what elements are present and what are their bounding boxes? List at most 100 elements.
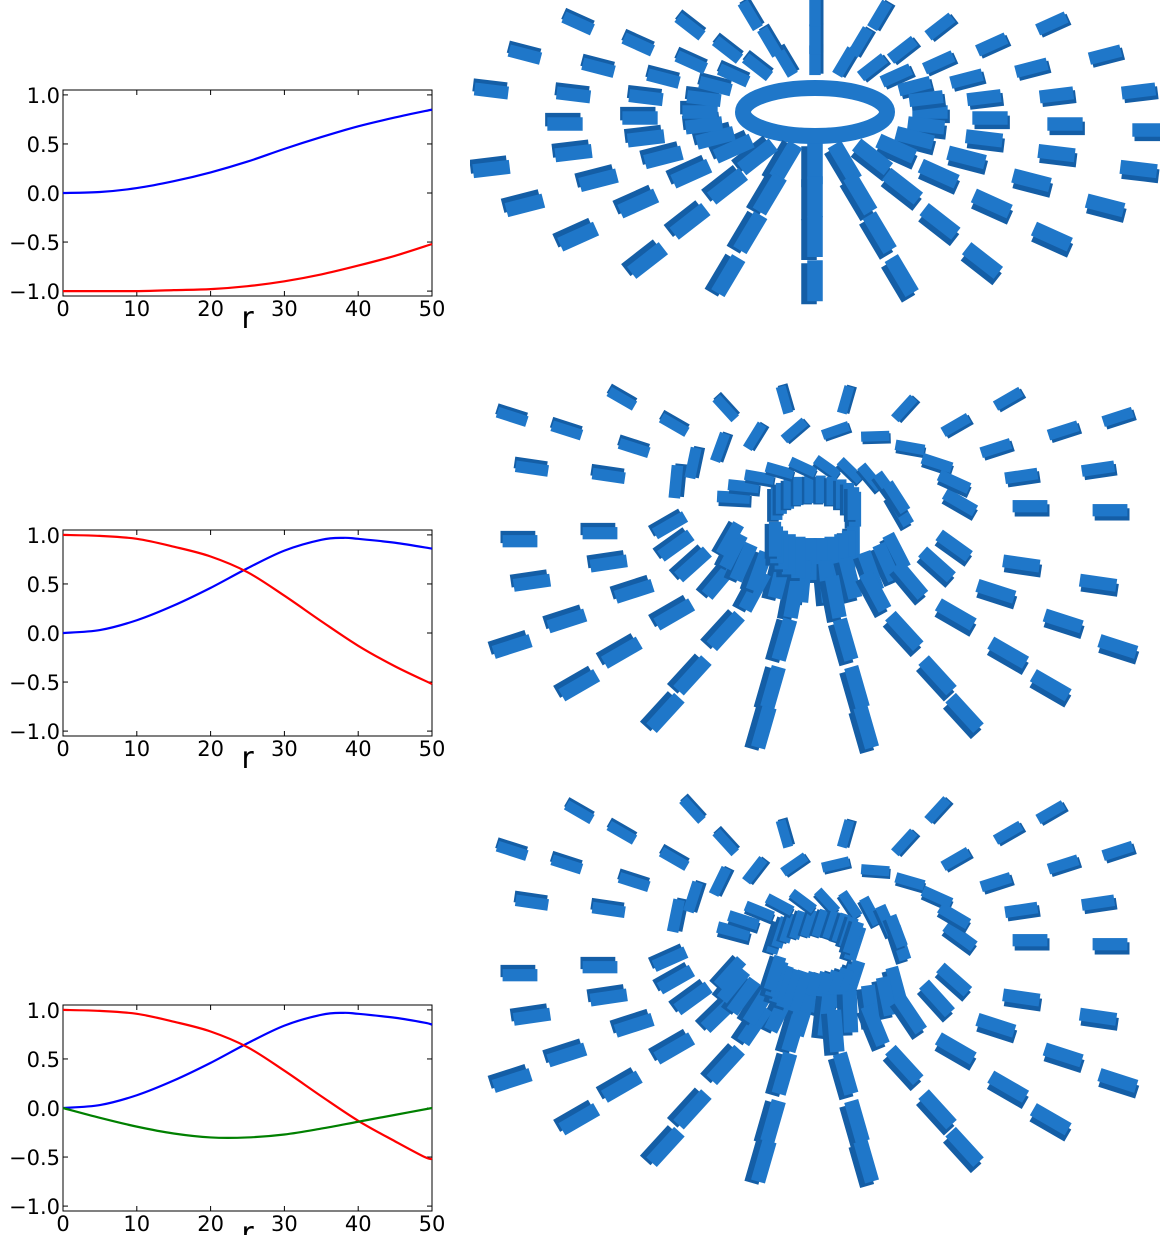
x-axis-label: r <box>241 1216 254 1235</box>
rendered-texture-funnel-twisted <box>487 793 1140 1189</box>
texture-brick <box>812 455 842 482</box>
texture-brick <box>723 541 758 583</box>
texture-brick <box>542 1038 588 1068</box>
texture-brick <box>648 594 696 631</box>
texture-brick <box>595 1067 643 1103</box>
texture-brick <box>701 165 749 205</box>
texture-brick <box>875 133 918 170</box>
y-tick-label: −0.5 <box>9 671 60 695</box>
rendered-texture-radial-ring <box>470 0 1160 305</box>
texture-brick <box>623 124 666 148</box>
texture-brick <box>620 106 658 125</box>
texture-brick <box>889 993 927 1040</box>
y-tick-label: 1.0 <box>27 524 60 548</box>
texture-brick <box>753 665 786 711</box>
texture-brick <box>921 50 959 77</box>
texture-brick <box>621 239 669 279</box>
texture-brick <box>838 920 864 956</box>
texture-brick <box>801 176 823 221</box>
texture-brick <box>880 480 911 518</box>
texture-brick <box>859 211 897 260</box>
texture-brick <box>801 216 823 260</box>
y-tick-label: 0.5 <box>27 573 60 597</box>
texture-brick <box>617 868 651 893</box>
texture-brick <box>1038 86 1077 108</box>
texture-brick <box>652 962 696 995</box>
texture-brick <box>1087 44 1126 68</box>
center-ring <box>735 80 895 144</box>
texture-brick <box>552 217 600 252</box>
y-tick-label: 0.5 <box>27 1048 60 1072</box>
plot-frame <box>62 1004 433 1212</box>
texture-brick <box>495 403 529 427</box>
texture-brick <box>764 893 795 919</box>
series-line-1 <box>62 533 433 686</box>
texture-brick <box>652 527 695 562</box>
texture-brick <box>742 855 771 886</box>
texture-brick <box>809 0 824 27</box>
texture-brick <box>700 609 745 652</box>
chart-row-1: 0 10 20 30 40 50 1.0 0.5 0.0 −0.5 −1.0 r <box>9 84 445 330</box>
texture-brick <box>553 665 601 702</box>
texture-brick <box>775 383 796 415</box>
x-tick-label: 30 <box>271 737 298 761</box>
texture-brick <box>586 550 628 573</box>
texture-brick <box>663 200 711 240</box>
texture-brick <box>979 872 1015 895</box>
texture-brick <box>894 126 937 156</box>
texture-brick <box>820 421 853 442</box>
texture-brick <box>746 172 787 216</box>
y-tick-label: −1.0 <box>9 720 60 744</box>
texture-brick <box>720 975 761 1016</box>
texture-brick <box>786 909 808 941</box>
texture-brick <box>1014 57 1052 81</box>
texture-brick <box>964 129 1005 153</box>
texture-brick <box>1002 554 1043 578</box>
texture-brick <box>606 383 638 411</box>
texture-brick <box>1078 1007 1119 1031</box>
texture-brick <box>549 850 584 875</box>
texture-brick <box>1047 117 1085 136</box>
texture-brick <box>761 140 803 184</box>
texture-brick <box>561 7 595 36</box>
texture-brick <box>867 0 896 32</box>
texture-brick <box>992 820 1027 847</box>
texture-brick <box>848 1139 879 1189</box>
texture-brick <box>727 910 761 934</box>
texture-brick <box>986 1070 1030 1109</box>
texture-brick <box>847 26 877 58</box>
texture-brick <box>1037 143 1078 168</box>
x-tick-label: 40 <box>345 297 372 321</box>
texture-brick <box>1042 608 1085 639</box>
texture-brick <box>839 172 878 222</box>
texture-brick <box>595 633 643 669</box>
x-axis-label: r <box>241 741 254 770</box>
y-tick-label: 0.0 <box>27 182 60 206</box>
texture-brick <box>886 35 922 66</box>
texture-brick <box>542 604 588 634</box>
texture-brick <box>668 978 713 1016</box>
texture-brick <box>580 522 618 540</box>
texture-brick <box>1101 406 1137 430</box>
texture-brick <box>617 434 651 459</box>
texture-brick <box>509 1003 552 1026</box>
texture-brick <box>1097 1068 1140 1099</box>
texture-brick <box>765 617 798 663</box>
x-tick-label: 20 <box>197 737 224 761</box>
texture-brick <box>850 138 894 182</box>
texture-brick <box>897 76 935 100</box>
x-tick-label: 40 <box>345 1212 372 1235</box>
texture-brick <box>972 111 1010 130</box>
texture-brick <box>820 1009 845 1056</box>
texture-brick <box>563 797 595 825</box>
texture-brick <box>855 569 892 619</box>
texture-brick <box>894 872 927 894</box>
texture-brick <box>819 575 847 623</box>
y-tick-label: −1.0 <box>9 280 60 304</box>
texture-brick <box>513 890 550 911</box>
texture-brick <box>590 463 626 485</box>
x-tick-label: 20 <box>197 1212 224 1235</box>
texture-brick <box>500 189 546 218</box>
y-tick-label: −1.0 <box>9 1195 60 1219</box>
x-tick-label: 30 <box>271 297 298 321</box>
